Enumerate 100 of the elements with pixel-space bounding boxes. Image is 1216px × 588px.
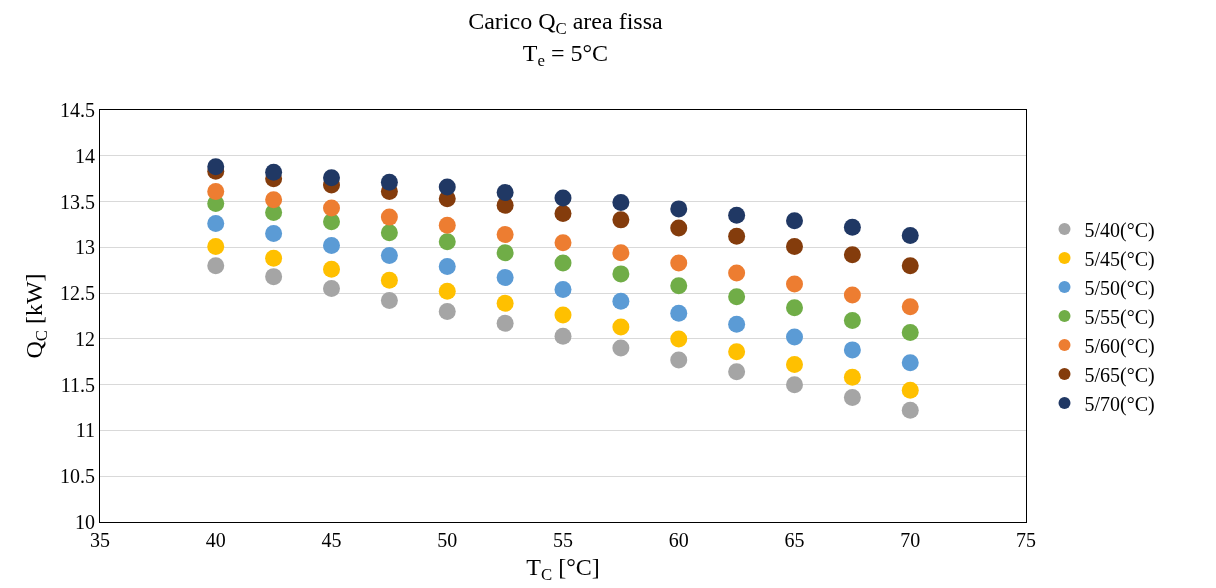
point (901, 323, 919, 341)
point (265, 225, 283, 243)
point (496, 269, 514, 287)
point (380, 291, 398, 309)
point (207, 182, 225, 200)
point (496, 183, 514, 201)
x-tick-label: 55 (553, 529, 573, 551)
point (554, 189, 572, 207)
point (380, 271, 398, 289)
point (728, 288, 746, 306)
y-tick-label: 13 (75, 236, 95, 259)
x-tick-label: 75 (1016, 529, 1036, 551)
point (380, 224, 398, 242)
point (843, 388, 861, 406)
point (207, 237, 225, 255)
point (670, 200, 688, 218)
point (438, 282, 456, 300)
point (612, 244, 630, 262)
legend-label: 5/40(°C) (1084, 218, 1155, 242)
point (612, 265, 630, 283)
point (612, 318, 630, 336)
point (901, 401, 919, 419)
point (323, 237, 340, 254)
chart-subtitle: T$_{e}$ = 5°C (522, 39, 609, 70)
x-tick-label: 40 (205, 529, 226, 551)
point (438, 216, 456, 234)
point (265, 191, 283, 209)
point (728, 264, 746, 282)
point (670, 304, 688, 322)
point (786, 328, 803, 346)
x-tick-label: 70 (900, 529, 921, 551)
point (728, 315, 746, 333)
point (901, 381, 919, 399)
point (843, 368, 861, 386)
point (496, 226, 514, 244)
point (670, 277, 688, 295)
point (901, 257, 919, 275)
point (438, 302, 456, 320)
point (612, 292, 630, 310)
point (728, 206, 746, 224)
y-tick-label: 12.5 (60, 282, 95, 305)
legend-label: 5/60(°C) (1084, 334, 1155, 358)
x-tick-label: 60 (668, 529, 689, 551)
point (265, 163, 283, 181)
point (786, 356, 803, 374)
legend-label: 5/55(°C) (1084, 305, 1155, 329)
point (207, 215, 225, 233)
y-tick-label: 11.5 (60, 373, 95, 396)
point (207, 158, 225, 176)
point (380, 247, 398, 265)
chart-title: Carico Q$_{C}$ area fissa (468, 8, 664, 39)
point (670, 219, 688, 237)
point (323, 169, 340, 187)
point (728, 227, 746, 245)
point (323, 260, 340, 278)
point (843, 286, 861, 304)
legend-label: 5/50(°C) (1084, 276, 1155, 300)
point (496, 314, 514, 332)
point (728, 363, 746, 381)
point (901, 298, 919, 316)
point (554, 280, 572, 298)
point (554, 234, 572, 252)
point (901, 354, 919, 372)
point (380, 173, 398, 191)
point (496, 294, 514, 312)
point (323, 213, 340, 231)
y-tick-label: 12 (75, 327, 95, 350)
y-tick-label: 13.5 (60, 190, 95, 213)
point (265, 249, 283, 267)
point (843, 218, 861, 236)
legend-label: 5/65(°C) (1084, 363, 1155, 387)
point (612, 211, 630, 229)
point (438, 233, 456, 251)
point (496, 244, 514, 262)
legend-label: 5/45(°C) (1084, 247, 1155, 271)
point (786, 299, 803, 317)
legend-label: 5/70(°C) (1084, 392, 1155, 416)
point (786, 212, 803, 230)
point (323, 199, 340, 217)
point (786, 237, 803, 255)
point (612, 339, 630, 357)
point (843, 341, 861, 359)
point (265, 268, 283, 286)
point (323, 280, 340, 298)
y-tick-label: 11 (75, 419, 95, 442)
point (438, 258, 456, 276)
point (612, 193, 630, 211)
point (786, 275, 803, 293)
point (728, 343, 746, 361)
point (554, 254, 572, 272)
y-tick-label: 14.5 (60, 99, 95, 121)
point (786, 376, 803, 394)
point (554, 204, 572, 222)
point (843, 312, 861, 330)
point (670, 254, 688, 272)
point (670, 351, 688, 369)
point (380, 208, 398, 226)
point (670, 330, 688, 348)
point (438, 178, 456, 196)
x-axis-title: T$_{C}$ [°C] (526, 554, 600, 585)
